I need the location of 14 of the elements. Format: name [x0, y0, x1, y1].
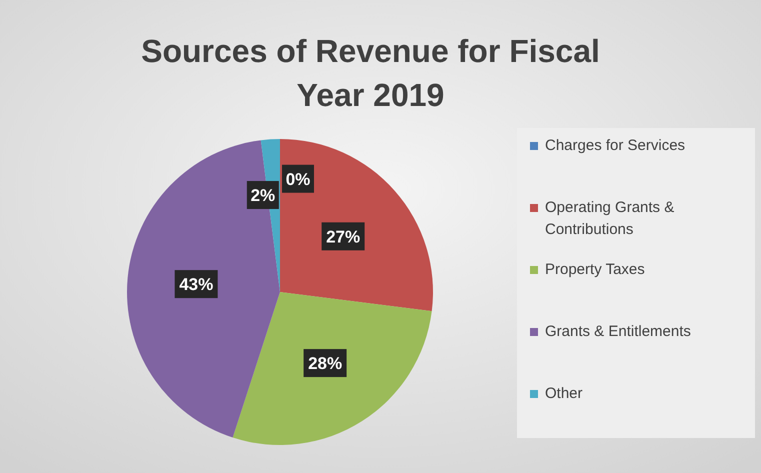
- pie-slice: [280, 139, 433, 312]
- text: 0%: [286, 170, 310, 189]
- legend-label: Charges for Services: [545, 137, 686, 154]
- data-label: 2%: [250, 186, 276, 206]
- data-label: 27%: [326, 227, 360, 246]
- pie-slice: [127, 140, 280, 438]
- data-label: 43%: [179, 275, 214, 294]
- legend-label: Operating Grants & Contributions: [545, 199, 674, 238]
- pie-slice: [232, 292, 432, 445]
- legend-label: Property Taxes: [545, 261, 645, 278]
- legend-label: Other: [545, 385, 583, 402]
- chart-title: Sources of Revenue for Fiscal Year 2019: [141, 33, 600, 113]
- legend-label: Grants & Entitlements: [545, 323, 691, 340]
- data-label: 28%: [308, 354, 342, 374]
